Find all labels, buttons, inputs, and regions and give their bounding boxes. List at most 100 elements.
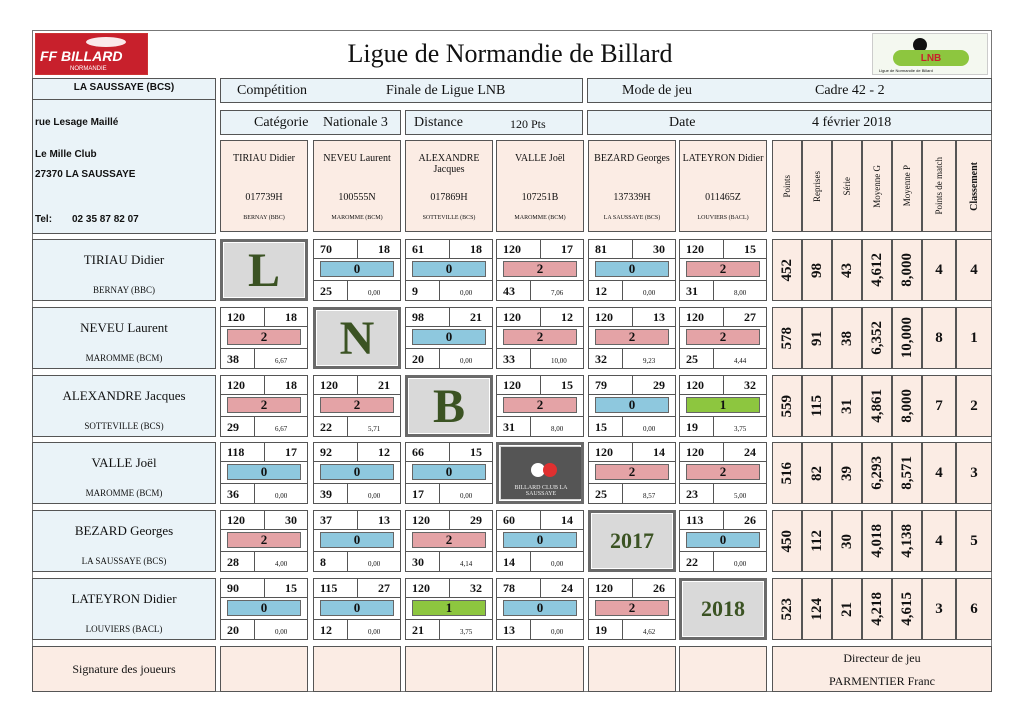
- stat-cell: [832, 578, 862, 640]
- stat-value: 124: [808, 597, 825, 621]
- grid-line: [713, 280, 714, 300]
- stat-header-text: Points de match: [934, 157, 944, 215]
- club-city: 27370 LA SAUSSAYE: [35, 169, 136, 180]
- match-series: 12: [561, 310, 573, 324]
- stat-value: 21: [838, 601, 855, 617]
- grid-line: [680, 461, 766, 462]
- match-series: 21: [470, 310, 482, 324]
- grid-line: [357, 376, 358, 394]
- diagonal-cell: 2017: [588, 510, 676, 572]
- grid-line: [723, 443, 724, 461]
- column-header-3: [496, 140, 584, 232]
- match-reprises: 22: [320, 420, 332, 434]
- stat-header-label: Moyenne P: [892, 140, 922, 232]
- player-name: LATEYRON Didier: [71, 591, 177, 606]
- club-tel-label: Tel:: [35, 214, 53, 225]
- stat-value: 452: [778, 258, 795, 282]
- grid-line: [449, 443, 450, 461]
- match-points: 120: [503, 310, 521, 324]
- grid-line: [680, 529, 766, 530]
- grid-line: [723, 308, 724, 326]
- match-series: 27: [744, 310, 756, 324]
- grid-line: [406, 326, 492, 327]
- stat-value: 10,000: [898, 317, 915, 359]
- grid-line: [406, 348, 492, 349]
- stat-value: 450: [778, 529, 795, 553]
- match-points: 92: [320, 445, 332, 459]
- column-header-4: [588, 140, 676, 232]
- stat-header-text: Reprises: [812, 170, 822, 202]
- stat-value-wrap: 516: [772, 442, 802, 504]
- match-average: 4,62: [643, 628, 656, 636]
- match-points-badge: 2: [320, 397, 394, 413]
- signature-box: [496, 646, 584, 692]
- stat-cell: [956, 307, 992, 369]
- match-average: 0,00: [551, 628, 564, 636]
- grid-line: [530, 348, 531, 368]
- match-cell: 120 15 2 31 8,00: [496, 375, 584, 437]
- match-average: 4,00: [275, 560, 288, 568]
- match-series: 15: [561, 378, 573, 392]
- stat-header-text: Série: [842, 176, 852, 196]
- grid-line: [680, 326, 766, 327]
- diagonal-cell: N: [313, 307, 401, 369]
- stat-cell: [772, 578, 802, 640]
- club-block: [32, 78, 216, 234]
- club-logo-text: BILLARD CLUB LA SAUSSAYE: [514, 485, 568, 497]
- grid-line: [314, 280, 400, 281]
- stat-cell: [892, 375, 922, 437]
- match-average: 0,00: [643, 425, 656, 433]
- column-header-license: 011465Z: [705, 192, 741, 203]
- diagonal-cell: L: [220, 239, 308, 301]
- column-header-2: [405, 140, 493, 232]
- column-header-club: LOUVIERS (BACL): [697, 215, 749, 221]
- stat-cell: [956, 375, 992, 437]
- stat-value: 3: [935, 600, 943, 617]
- grid-line: [540, 240, 541, 258]
- grid-line: [439, 551, 440, 571]
- club-place: Le Mille Club: [35, 149, 97, 160]
- column-header-name: BEZARD Georges: [594, 153, 670, 164]
- stat-value-wrap: 7: [922, 375, 956, 437]
- signature-box: [405, 646, 493, 692]
- grid-line: [713, 416, 714, 436]
- stat-cell: [832, 510, 862, 572]
- match-average: 9,23: [643, 357, 656, 365]
- match-series: 15: [470, 445, 482, 459]
- match-points: 120: [412, 513, 430, 527]
- match-points-badge: 2: [227, 397, 301, 413]
- match-series: 26: [653, 581, 665, 595]
- match-points-badge: 0: [686, 532, 760, 548]
- stat-value-wrap: 8,571: [892, 442, 922, 504]
- stat-value-wrap: 115: [802, 375, 832, 437]
- match-points-badge: 2: [227, 532, 301, 548]
- match-points: 120: [320, 378, 338, 392]
- grid-line: [406, 461, 492, 462]
- date-value: 4 février 2018: [812, 115, 892, 130]
- stat-cell: [802, 375, 832, 437]
- match-points: 61: [412, 242, 424, 256]
- competition-box: [220, 78, 583, 103]
- stat-cell: [922, 510, 956, 572]
- grid-line: [497, 280, 583, 281]
- grid-line: [254, 416, 255, 436]
- match-points-badge: 2: [503, 329, 577, 345]
- match-reprises: 23: [686, 487, 698, 501]
- stat-value-wrap: 4,138: [892, 510, 922, 572]
- match-points-badge: 0: [320, 464, 394, 480]
- grid-line: [314, 597, 400, 598]
- match-average: 0,00: [643, 289, 656, 297]
- match-points-badge: 0: [320, 600, 394, 616]
- match-points-badge: 2: [686, 464, 760, 480]
- stat-header-0: [772, 140, 802, 232]
- stat-header-label: Moyenne G: [862, 140, 892, 232]
- stat-value: 4,612: [868, 253, 885, 287]
- grid-line: [622, 483, 623, 503]
- categorie-box: [220, 110, 401, 135]
- stat-header-5: [922, 140, 956, 232]
- grid-line: [622, 416, 623, 436]
- match-cell: 120 18 2 38 6,67: [220, 307, 308, 369]
- grid-line: [264, 308, 265, 326]
- director-name: PARMENTIER Franc: [829, 674, 935, 688]
- stat-value: 8,571: [898, 456, 915, 490]
